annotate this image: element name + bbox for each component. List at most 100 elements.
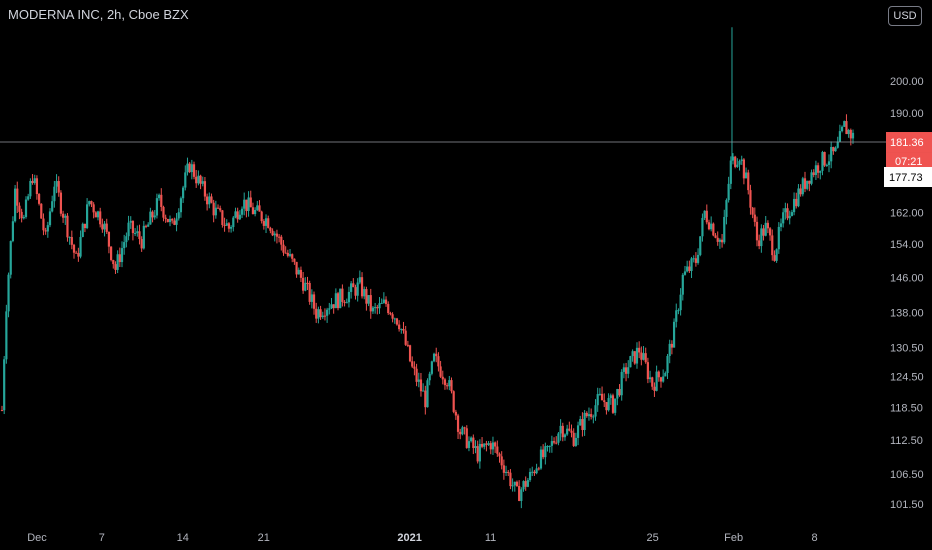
candle-body	[502, 465, 505, 473]
candle-body	[227, 223, 231, 229]
y-tick-label: 112.50	[890, 435, 923, 447]
candle-body	[771, 235, 774, 256]
candle-body	[428, 373, 431, 381]
candle-body	[136, 231, 139, 233]
candle-body	[720, 239, 724, 243]
candle-body	[238, 214, 241, 220]
candle-body	[110, 246, 113, 261]
candle-body	[147, 224, 150, 227]
candle-body	[223, 224, 226, 226]
candle-body	[343, 301, 346, 303]
y-tick-label: 106.50	[890, 469, 924, 481]
countdown-box	[886, 152, 932, 171]
candle-body	[206, 196, 209, 205]
candle-body	[199, 175, 202, 184]
candle-body	[454, 411, 457, 416]
candle-body	[618, 389, 621, 396]
candle-body	[20, 211, 23, 219]
candle-body	[522, 481, 525, 490]
candle-body	[845, 121, 848, 135]
candle-body	[799, 188, 802, 195]
candle-body	[513, 481, 516, 486]
candle-body	[120, 248, 124, 263]
candle-body	[574, 437, 577, 446]
candle-body	[240, 208, 244, 215]
candle-body	[243, 199, 246, 209]
candle-body	[699, 236, 702, 255]
chart-title: MODERNA INC, 2h, Cboe BZX	[8, 7, 189, 22]
candle-body	[256, 205, 259, 210]
candle-body	[594, 405, 597, 417]
candle-body	[710, 223, 713, 230]
candle-body	[472, 437, 475, 449]
candle-body	[219, 208, 222, 211]
candle-body	[138, 231, 141, 240]
candle-body	[707, 222, 711, 230]
candle-body	[496, 446, 499, 454]
candle-body	[360, 277, 364, 297]
candle-body	[247, 197, 250, 212]
candle-body	[288, 254, 292, 256]
y-tick-label: 162.00	[890, 207, 924, 219]
candle-body	[197, 175, 200, 184]
candle-body	[520, 489, 523, 501]
candle-body	[563, 434, 567, 438]
candle-body	[624, 367, 628, 374]
candle-body	[422, 390, 425, 392]
candle-body	[803, 178, 807, 189]
candle-body	[251, 207, 255, 215]
candle-body	[96, 211, 100, 218]
candle-body	[498, 453, 501, 457]
candle-body	[299, 269, 303, 278]
candle-body	[666, 355, 669, 373]
candle-body	[267, 218, 270, 228]
candle-body	[723, 216, 726, 243]
candle-body	[175, 218, 178, 225]
candle-body	[101, 224, 104, 230]
candle-body	[448, 380, 451, 387]
candle-body	[328, 308, 331, 310]
candle-body	[762, 228, 765, 236]
candle-body	[55, 181, 58, 187]
candle-body	[579, 419, 582, 426]
candle-body	[51, 201, 54, 212]
candle-body	[201, 181, 204, 184]
candle-body	[315, 308, 318, 319]
candle-body	[583, 412, 586, 431]
candle-body	[153, 215, 156, 218]
candle-body	[369, 295, 372, 312]
candle-body	[254, 209, 257, 215]
candle-body	[786, 208, 789, 219]
candle-body	[611, 395, 615, 413]
candle-body	[432, 353, 436, 362]
candle-body	[321, 315, 324, 318]
candle-body	[590, 414, 593, 417]
candle-body	[350, 283, 353, 292]
candle-body	[461, 427, 464, 435]
candle-body	[384, 299, 388, 305]
candle-body	[192, 164, 196, 177]
candle-body	[118, 254, 121, 263]
candle-body	[123, 242, 126, 249]
candle-body	[463, 427, 466, 429]
candle-body	[332, 304, 335, 309]
candle-body	[635, 347, 639, 364]
candle-body	[627, 367, 630, 374]
candle-body	[27, 196, 30, 200]
candle-body	[42, 218, 45, 231]
candle-body	[356, 282, 359, 296]
candle-body	[262, 221, 265, 226]
candle-body	[398, 324, 401, 330]
candle-body	[679, 294, 682, 311]
candle-body	[622, 367, 625, 372]
candle-body	[751, 207, 754, 215]
candle-body	[282, 244, 285, 253]
candle-body	[476, 446, 479, 462]
candle-body	[694, 258, 697, 263]
currency-button[interactable]: USD	[888, 6, 922, 26]
candle-body	[367, 295, 370, 304]
candle-body	[402, 329, 405, 331]
candle-body	[760, 228, 763, 247]
candle-body	[116, 254, 119, 270]
